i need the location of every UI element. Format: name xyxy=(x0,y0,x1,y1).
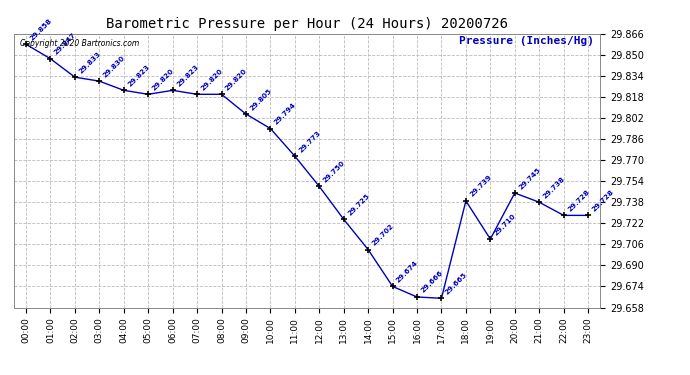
Text: 29.738: 29.738 xyxy=(542,176,566,200)
Text: Pressure (Inches/Hg): Pressure (Inches/Hg) xyxy=(460,36,594,46)
Text: 29.725: 29.725 xyxy=(346,192,371,216)
Text: 29.728: 29.728 xyxy=(591,189,615,213)
Text: 29.823: 29.823 xyxy=(126,63,150,88)
Text: Copyright 2020 Bartronics.com: Copyright 2020 Bartronics.com xyxy=(19,39,139,48)
Text: 29.820: 29.820 xyxy=(224,68,248,92)
Text: 29.745: 29.745 xyxy=(518,166,542,190)
Text: 29.665: 29.665 xyxy=(444,271,469,296)
Text: 29.674: 29.674 xyxy=(395,260,420,284)
Text: 29.830: 29.830 xyxy=(102,54,126,78)
Text: 29.773: 29.773 xyxy=(297,129,322,153)
Text: 29.858: 29.858 xyxy=(29,17,53,42)
Text: 29.847: 29.847 xyxy=(53,32,77,56)
Text: 29.823: 29.823 xyxy=(175,63,199,88)
Text: 29.739: 29.739 xyxy=(469,174,493,198)
Title: Barometric Pressure per Hour (24 Hours) 20200726: Barometric Pressure per Hour (24 Hours) … xyxy=(106,17,508,31)
Text: 29.702: 29.702 xyxy=(371,223,395,247)
Text: 29.750: 29.750 xyxy=(322,160,346,184)
Text: 29.833: 29.833 xyxy=(78,50,101,74)
Text: 29.794: 29.794 xyxy=(273,102,297,126)
Text: 29.820: 29.820 xyxy=(200,68,224,92)
Text: 29.805: 29.805 xyxy=(248,87,273,111)
Text: 29.820: 29.820 xyxy=(151,68,175,92)
Text: 29.666: 29.666 xyxy=(420,270,444,294)
Text: 29.710: 29.710 xyxy=(493,212,517,236)
Text: 29.728: 29.728 xyxy=(566,189,591,213)
